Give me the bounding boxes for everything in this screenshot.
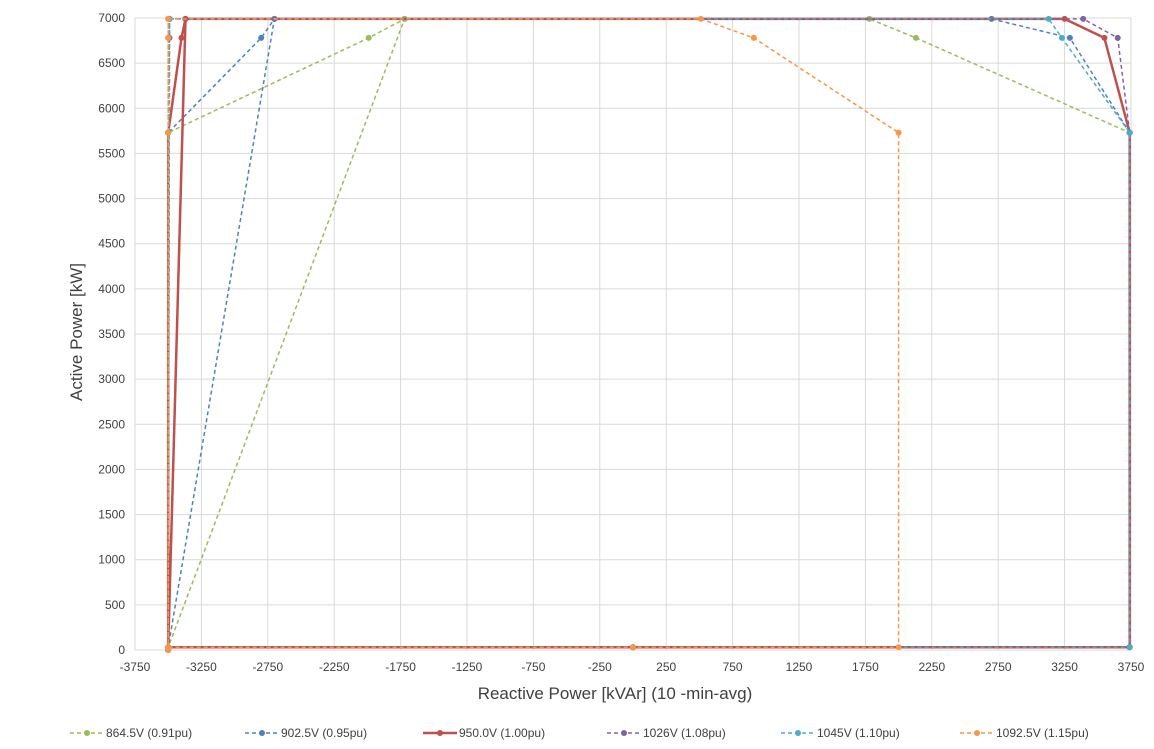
x-tick-label: 3250 bbox=[1051, 660, 1078, 674]
data-point bbox=[165, 644, 172, 651]
data-point bbox=[750, 34, 757, 41]
x-tick-label: 750 bbox=[723, 660, 743, 674]
x-tick-label: 3750 bbox=[1118, 660, 1145, 674]
y-tick-label: 3000 bbox=[98, 372, 125, 386]
legend-swatch-marker bbox=[795, 730, 801, 736]
x-tick-label: -1750 bbox=[385, 660, 416, 674]
y-tick-label: 7000 bbox=[98, 11, 125, 25]
data-point bbox=[1114, 34, 1121, 41]
legend-item[interactable]: 864.5V (0.91pu) bbox=[70, 726, 192, 740]
data-point bbox=[258, 34, 265, 41]
legend-swatch-marker bbox=[621, 730, 627, 736]
y-tick-label: 5500 bbox=[98, 146, 125, 160]
data-point bbox=[1058, 34, 1065, 41]
x-tick-label: -3750 bbox=[120, 660, 151, 674]
y-tick-label: 0 bbox=[118, 643, 125, 657]
data-point bbox=[165, 34, 172, 41]
x-tick-label: -3250 bbox=[186, 660, 217, 674]
x-tick-label: 1250 bbox=[786, 660, 813, 674]
legend-item[interactable]: 1092.5V (1.15pu) bbox=[960, 726, 1089, 740]
y-tick-label: 4000 bbox=[98, 282, 125, 296]
x-tick-label: 1750 bbox=[852, 660, 879, 674]
x-tick-label: -250 bbox=[588, 660, 612, 674]
legend-label: 902.5V (0.95pu) bbox=[281, 726, 367, 740]
y-tick-label: 500 bbox=[105, 598, 125, 612]
legend-swatch-marker bbox=[84, 730, 90, 736]
y-tick-label: 2500 bbox=[98, 417, 125, 431]
data-point bbox=[895, 129, 902, 136]
legend-item[interactable]: 1026V (1.08pu) bbox=[607, 726, 726, 740]
series-line bbox=[167, 18, 900, 650]
legend-swatch-marker bbox=[974, 730, 980, 736]
y-tick-label: 1500 bbox=[98, 508, 125, 522]
y-axis-ticks: 0 500 1000 1500 2000 2500 3000 3500 4000 4500 5000… bbox=[98, 11, 125, 657]
x-tick-label: -2250 bbox=[319, 660, 350, 674]
data-point bbox=[1080, 15, 1087, 22]
x-axis-ticks: -3750 -3250 -2750 -2250 -1750 -1250 -750 -250 25… bbox=[120, 660, 1145, 674]
legend-label: 1026V (1.08pu) bbox=[643, 726, 726, 740]
legend-swatch-marker bbox=[437, 730, 443, 736]
x-tick-label: -1250 bbox=[452, 660, 483, 674]
data-point bbox=[1101, 34, 1108, 41]
data-point bbox=[365, 34, 372, 41]
data-point bbox=[165, 15, 172, 22]
legend-item[interactable]: 902.5V (0.95pu) bbox=[245, 726, 367, 740]
data-point bbox=[1045, 15, 1052, 22]
data-point bbox=[1066, 34, 1073, 41]
data-point bbox=[912, 34, 919, 41]
grid-lines bbox=[134, 17, 1132, 651]
data-point bbox=[630, 644, 636, 651]
legend-item[interactable]: 950.0V (1.00pu) bbox=[423, 726, 545, 740]
y-tick-label: 5000 bbox=[98, 192, 125, 206]
data-point bbox=[1126, 644, 1133, 651]
legend-swatch-marker bbox=[259, 730, 265, 736]
y-axis-title: Active Power [kW] bbox=[67, 263, 86, 401]
data-point bbox=[165, 129, 172, 136]
x-axis-title: Reactive Power [kVAr] (10 -min-avg) bbox=[478, 684, 753, 703]
x-tick-label: 2250 bbox=[918, 660, 945, 674]
data-point bbox=[178, 34, 185, 41]
legend-label: 1045V (1.10pu) bbox=[817, 726, 900, 740]
x-tick-label: 2750 bbox=[985, 660, 1012, 674]
y-tick-label: 1000 bbox=[98, 553, 125, 567]
data-point bbox=[895, 644, 902, 651]
legend-label: 864.5V (0.91pu) bbox=[106, 726, 192, 740]
series-6[interactable] bbox=[165, 15, 902, 653]
y-tick-label: 6000 bbox=[98, 101, 125, 115]
legend-label: 950.0V (1.00pu) bbox=[459, 726, 545, 740]
legend-label: 1092.5V (1.15pu) bbox=[996, 726, 1089, 740]
data-point bbox=[697, 15, 704, 22]
legend[interactable]: 864.5V (0.91pu) 902.5V (0.95pu) 950.0V (1.… bbox=[70, 726, 1089, 740]
series-lines bbox=[165, 15, 1133, 653]
legend-item[interactable]: 1045V (1.10pu) bbox=[781, 726, 900, 740]
x-tick-label: 250 bbox=[656, 660, 676, 674]
x-tick-label: -2750 bbox=[252, 660, 283, 674]
y-tick-label: 6500 bbox=[98, 56, 125, 70]
y-tick-label: 3500 bbox=[98, 327, 125, 341]
data-point bbox=[1126, 129, 1133, 136]
x-tick-label: -750 bbox=[521, 660, 545, 674]
data-point bbox=[1061, 15, 1068, 22]
y-tick-label: 2000 bbox=[98, 462, 125, 476]
y-tick-label: 4500 bbox=[98, 237, 125, 251]
